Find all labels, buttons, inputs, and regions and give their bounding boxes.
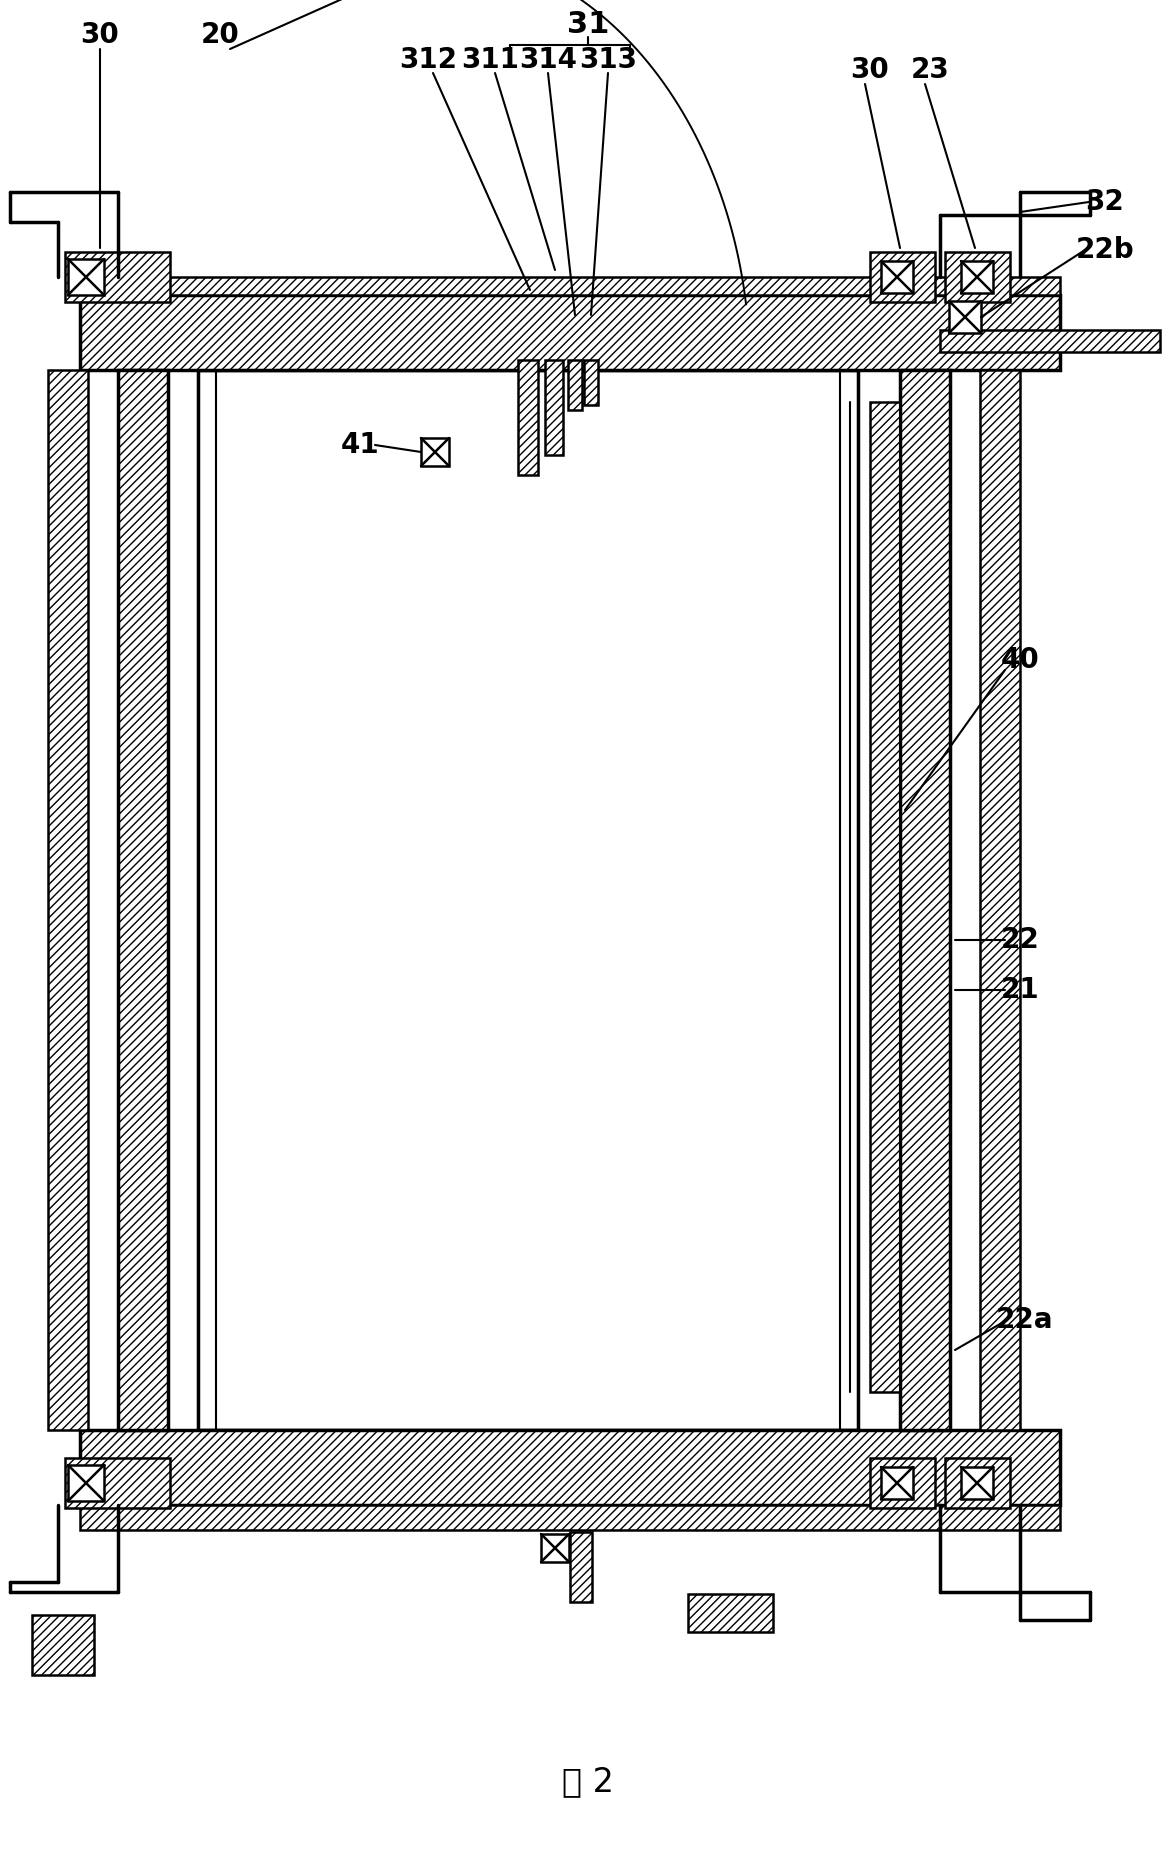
Text: 314: 314 bbox=[519, 46, 577, 74]
Bar bbox=[980, 370, 1020, 1430]
Bar bbox=[80, 1505, 1060, 1531]
Bar bbox=[584, 361, 599, 405]
Bar bbox=[544, 361, 563, 456]
Text: 30: 30 bbox=[850, 56, 889, 84]
Bar bbox=[118, 370, 168, 1430]
Text: 311: 311 bbox=[461, 46, 519, 74]
Bar bbox=[68, 259, 103, 296]
Text: 图 2: 图 2 bbox=[562, 1765, 614, 1799]
Bar bbox=[541, 1534, 569, 1562]
Bar bbox=[32, 1614, 94, 1676]
Bar bbox=[517, 361, 537, 474]
Bar bbox=[940, 329, 1160, 352]
Text: 30: 30 bbox=[81, 20, 120, 48]
Bar bbox=[65, 251, 171, 301]
Bar bbox=[870, 402, 900, 1391]
Text: 20: 20 bbox=[201, 20, 240, 48]
Bar bbox=[198, 370, 858, 1430]
Bar bbox=[881, 1468, 913, 1499]
Text: 32: 32 bbox=[1085, 188, 1124, 216]
Bar bbox=[900, 370, 950, 1430]
Text: 40: 40 bbox=[1001, 645, 1040, 673]
Text: 22b: 22b bbox=[1076, 236, 1135, 264]
Bar bbox=[881, 260, 913, 294]
Text: 23: 23 bbox=[910, 56, 949, 84]
Bar bbox=[946, 1458, 1010, 1508]
Text: 22: 22 bbox=[1001, 926, 1040, 954]
Text: 22a: 22a bbox=[996, 1306, 1054, 1334]
Bar bbox=[946, 251, 1010, 301]
Text: 41: 41 bbox=[341, 432, 380, 459]
Text: 313: 313 bbox=[579, 46, 637, 74]
Text: 31: 31 bbox=[567, 11, 609, 39]
Text: 21: 21 bbox=[1001, 976, 1040, 1004]
Bar bbox=[961, 260, 993, 294]
Bar bbox=[870, 1458, 935, 1508]
Bar bbox=[570, 1533, 592, 1601]
Bar bbox=[80, 277, 1060, 296]
Bar bbox=[48, 370, 88, 1430]
Bar bbox=[949, 301, 981, 333]
Bar bbox=[568, 361, 582, 409]
Bar bbox=[961, 1468, 993, 1499]
Bar bbox=[80, 296, 1060, 370]
Bar bbox=[688, 1594, 773, 1631]
Bar bbox=[68, 1466, 103, 1501]
Bar bbox=[870, 251, 935, 301]
Bar bbox=[421, 437, 449, 467]
Text: 312: 312 bbox=[399, 46, 457, 74]
Bar bbox=[65, 1458, 171, 1508]
Bar bbox=[80, 1430, 1060, 1505]
